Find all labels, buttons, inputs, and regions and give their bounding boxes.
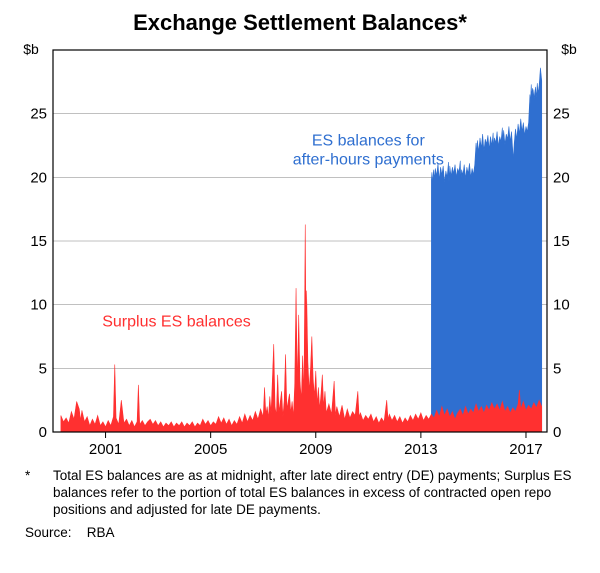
- svg-text:after-hours payments: after-hours payments: [293, 152, 444, 169]
- svg-text:0: 0: [553, 424, 561, 441]
- svg-text:10: 10: [30, 297, 47, 314]
- svg-text:15: 15: [30, 233, 47, 250]
- footnote-marker: *: [25, 468, 53, 519]
- source-label: Source:: [25, 525, 83, 540]
- svg-text:2017: 2017: [509, 441, 542, 458]
- svg-text:20: 20: [30, 169, 47, 186]
- svg-text:ES balances for: ES balances for: [312, 133, 426, 150]
- svg-text:2001: 2001: [89, 441, 122, 458]
- svg-text:$b: $b: [23, 41, 39, 57]
- svg-text:2005: 2005: [194, 441, 227, 458]
- svg-text:2013: 2013: [404, 441, 437, 458]
- svg-text:5: 5: [39, 360, 47, 377]
- source-value: RBA: [87, 525, 115, 540]
- svg-text:Surplus ES balances: Surplus ES balances: [102, 313, 251, 330]
- chart-title: Exchange Settlement Balances*: [15, 10, 585, 36]
- svg-text:5: 5: [553, 360, 561, 377]
- chart-svg: 0 0 5 5 10 10 15 15 20 20 25 25 $b $b 2001 2005 2009 2013…: [15, 40, 585, 460]
- source-row: Source: RBA: [15, 519, 585, 540]
- footnote: * Total ES balances are as at midnight, …: [15, 460, 585, 519]
- svg-text:10: 10: [553, 297, 570, 314]
- svg-text:$b: $b: [561, 41, 577, 57]
- chart-container: 0 0 5 5 10 10 15 15 20 20 25 25 $b $b 2001 2005 2009 2013…: [15, 40, 585, 460]
- svg-text:2009: 2009: [299, 441, 332, 458]
- svg-text:25: 25: [553, 106, 570, 123]
- svg-text:15: 15: [553, 233, 570, 250]
- svg-text:25: 25: [30, 106, 47, 123]
- svg-text:0: 0: [39, 424, 47, 441]
- footnote-text: Total ES balances are as at midnight, af…: [53, 468, 575, 519]
- svg-text:20: 20: [553, 169, 570, 186]
